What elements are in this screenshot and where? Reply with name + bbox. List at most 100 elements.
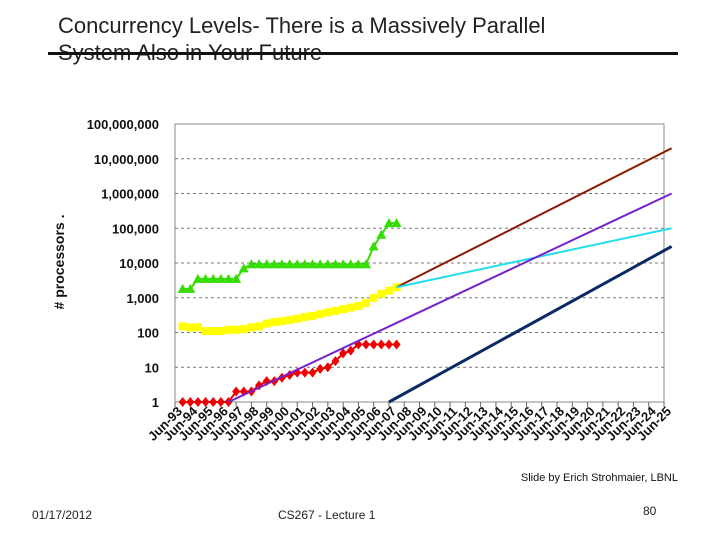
data-point-square	[239, 325, 248, 334]
data-point-diamond	[232, 386, 241, 397]
y-tick-label: 1,000	[126, 291, 159, 306]
data-point-square	[293, 314, 302, 323]
data-point-triangle	[338, 259, 349, 269]
y-tick-label: 10	[145, 360, 159, 375]
data-point-triangle	[177, 283, 188, 293]
data-point-square	[247, 323, 256, 332]
data-point-square	[224, 325, 233, 334]
data-point-triangle	[361, 259, 372, 269]
data-point-diamond	[308, 367, 317, 378]
data-point-triangle	[269, 259, 280, 269]
data-point-triangle	[238, 263, 249, 273]
series-line-brown	[396, 147, 673, 289]
y-tick-label: 100,000	[112, 221, 159, 236]
data-point-diamond	[316, 363, 325, 374]
data-point-square	[346, 303, 355, 312]
y-tick-label: 1,000,000	[101, 187, 159, 202]
data-point-diamond	[323, 362, 332, 373]
plot-area	[174, 123, 665, 403]
data-point-triangle	[223, 273, 234, 283]
data-point-square	[255, 322, 264, 331]
title-line-1: Concurrency Levels- There is a Massively…	[58, 13, 546, 38]
data-point-square	[262, 319, 271, 328]
data-point-diamond	[300, 367, 309, 378]
data-point-diamond	[216, 397, 225, 407]
data-point-square	[331, 306, 340, 315]
data-point-square	[186, 323, 195, 332]
series-red	[178, 339, 401, 407]
data-point-triangle	[254, 259, 265, 269]
data-point-diamond	[362, 339, 371, 350]
data-point-triangle	[307, 259, 318, 269]
data-point-diamond	[331, 356, 340, 367]
y-tick-label: 100,000,000	[87, 117, 159, 132]
data-point-square	[178, 322, 187, 331]
data-point-square	[308, 311, 317, 320]
data-point-diamond	[186, 397, 195, 407]
series-navy	[388, 245, 673, 404]
data-point-diamond	[369, 339, 378, 350]
series-line-navy	[388, 245, 673, 404]
data-point-triangle	[231, 273, 242, 283]
data-point-square	[193, 323, 202, 332]
data-point-triangle	[330, 259, 341, 269]
data-point-triangle	[368, 241, 379, 251]
data-point-diamond	[209, 397, 218, 407]
data-point-triangle	[345, 259, 356, 269]
data-point-diamond	[384, 339, 393, 350]
data-point-triangle	[276, 259, 287, 269]
data-point-square	[285, 315, 294, 324]
data-point-square	[300, 312, 309, 321]
y-tick-label: 10,000	[119, 256, 159, 271]
series-purple	[228, 192, 673, 403]
data-point-triangle	[322, 259, 333, 269]
data-point-square	[384, 286, 393, 295]
footer-page-number: 80	[643, 504, 657, 518]
data-point-diamond	[339, 348, 348, 359]
data-point-square	[362, 299, 371, 308]
footer-course: CS267 - Lecture 1	[278, 508, 376, 522]
data-point-triangle	[185, 283, 196, 293]
data-point-triangle	[391, 218, 402, 228]
data-point-square	[232, 325, 241, 334]
data-point-square	[354, 301, 363, 310]
data-point-triangle	[192, 273, 203, 283]
data-point-square	[316, 310, 325, 319]
series-brown	[396, 147, 673, 289]
y-tick-label: 10,000,000	[94, 152, 159, 167]
series-line-purple	[228, 192, 673, 403]
data-point-triangle	[284, 259, 295, 269]
data-point-diamond	[201, 397, 210, 407]
y-tick-label: 100	[137, 326, 159, 341]
data-point-square	[209, 327, 218, 336]
data-point-diamond	[392, 339, 401, 350]
data-point-square	[339, 305, 348, 314]
data-point-triangle	[292, 259, 303, 269]
title-rule	[48, 52, 678, 55]
data-point-square	[216, 327, 225, 336]
data-point-triangle	[261, 259, 272, 269]
data-point-triangle	[315, 259, 326, 269]
data-point-square	[323, 308, 332, 317]
footer-date: 01/17/2012	[32, 508, 93, 522]
y-axis-title: # processors .	[51, 215, 67, 310]
data-point-diamond	[193, 397, 202, 407]
data-point-diamond	[377, 339, 386, 350]
y-tick-label: 1	[152, 395, 159, 410]
data-point-square	[377, 289, 386, 298]
series-green	[177, 218, 402, 293]
data-point-triangle	[383, 218, 394, 228]
data-point-triangle	[376, 229, 387, 239]
data-point-triangle	[208, 273, 219, 283]
data-point-square	[270, 318, 279, 327]
data-point-diamond	[346, 345, 355, 356]
data-point-diamond	[178, 397, 187, 407]
data-point-triangle	[353, 259, 364, 269]
data-point-square	[201, 327, 210, 336]
data-point-triangle	[246, 259, 257, 269]
data-point-square	[277, 317, 286, 326]
data-point-triangle	[299, 259, 310, 269]
data-point-triangle	[215, 273, 226, 283]
data-point-triangle	[200, 273, 211, 283]
